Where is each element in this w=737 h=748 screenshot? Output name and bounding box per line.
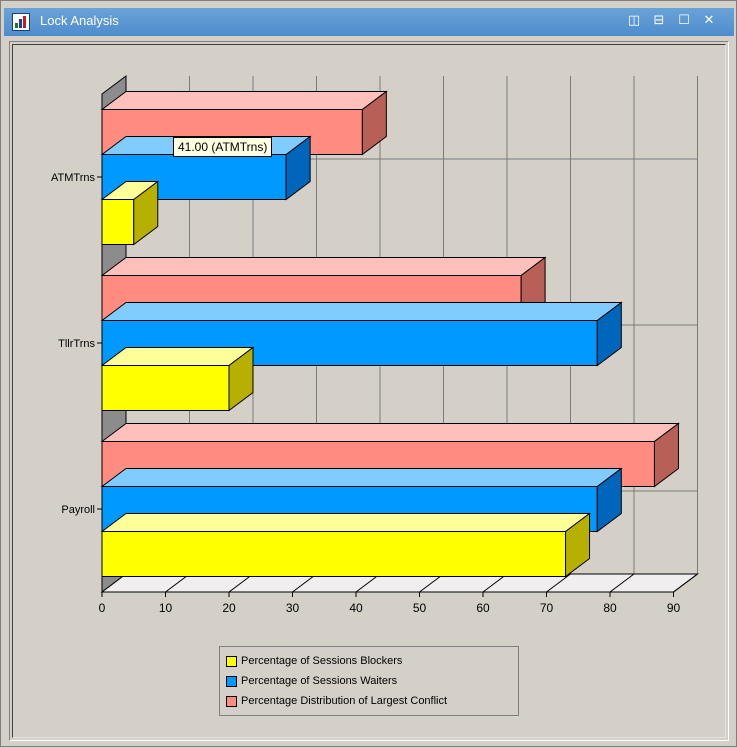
legend-swatch [226, 695, 237, 707]
x-tick-label: 40 [349, 601, 363, 615]
bar-top-face [100, 513, 592, 532]
legend-swatch [226, 675, 237, 687]
title-bar[interactable]: Lock Analysis ◫ ⊟ ☐ ✕ [4, 8, 734, 36]
bar-side-face [285, 135, 311, 201]
tile-horizontal-icon[interactable]: ⊟ [653, 13, 665, 28]
legend-label: Percentage of Sessions Blockers [241, 655, 403, 667]
x-tick-label: 60 [476, 601, 490, 615]
legend-item-blockers: Percentage of Sessions Blockers [226, 655, 402, 671]
bar [101, 199, 135, 245]
legend-item-waiters: Percentage of Sessions Waiters [226, 675, 397, 691]
window-title: Lock Analysis [40, 13, 119, 28]
maximize-icon[interactable]: ☐ [678, 13, 690, 28]
x-tick-label: 90 [667, 601, 681, 615]
bar-side-face [133, 180, 159, 246]
x-tick-label: 80 [603, 601, 617, 615]
content-frame-inner [12, 44, 726, 738]
bar-side-face [596, 467, 622, 533]
bar-top-face [100, 91, 388, 110]
floor-tick-line [546, 573, 571, 593]
bar-side-face [228, 346, 254, 412]
bar-side-face [596, 301, 622, 367]
bar-side-face [565, 512, 591, 578]
legend-label: Percentage Distribution of Largest Confl… [241, 695, 448, 707]
bar-top-face [100, 257, 547, 276]
chart-legend: Percentage of Sessions Blockers Percenta… [219, 646, 519, 716]
y-tick-label: ATMTrns [51, 172, 95, 184]
legend-label: Percentage of Sessions Waiters [241, 675, 398, 687]
legend-swatch [226, 655, 237, 667]
x-tick-label: 70 [540, 601, 554, 615]
x-tick-label: 20 [222, 601, 236, 615]
bar-top-face [100, 423, 680, 442]
bar-tooltip: 41.00 (ATMTrns) [173, 137, 273, 157]
x-tick-label: 10 [159, 601, 173, 615]
bar [101, 531, 567, 577]
content-frame [9, 41, 729, 741]
floor-tick-line [673, 573, 698, 593]
bar-side-face [361, 90, 387, 156]
x-tick-label: 30 [286, 601, 300, 615]
tile-vertical-icon[interactable]: ◫ [627, 13, 641, 28]
x-tick-label: 0 [99, 601, 106, 615]
floor-tick-line [609, 573, 635, 593]
close-icon[interactable]: ✕ [703, 13, 715, 28]
bar-chart-icon [12, 13, 30, 31]
bar-top-face [100, 468, 623, 487]
bar-side-face [653, 422, 679, 488]
y-tick-label: TllrTrns [58, 338, 95, 350]
legend-item-largest-conflict: Percentage Distribution of Largest Confl… [226, 695, 447, 711]
bar [101, 365, 230, 411]
y-tick-label: Payroll [61, 504, 95, 516]
x-tick-label: 50 [413, 601, 427, 615]
bar-top-face [100, 347, 255, 366]
bar-top-face [100, 302, 623, 321]
